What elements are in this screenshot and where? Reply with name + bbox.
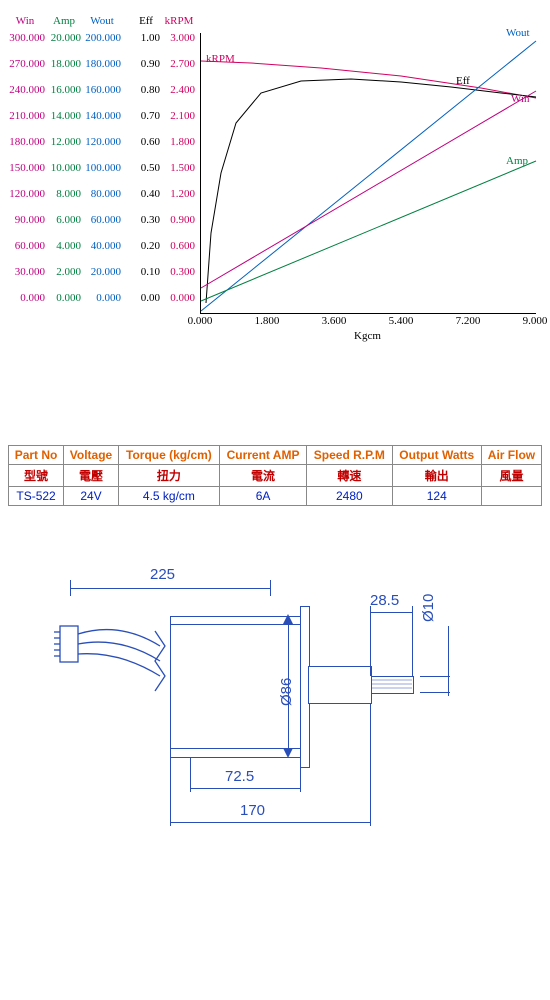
table-header: Current AMP (219, 446, 306, 465)
table-cell: 4.5 kg/cm (118, 487, 219, 506)
dim-d86: Ø86 (278, 678, 295, 706)
table-cell (481, 487, 541, 506)
table-header: Output Watts (392, 446, 481, 465)
performance-chart: Win300.000270.000240.000210.000180.00015… (5, 5, 545, 365)
dim-170: 170 (240, 802, 265, 819)
axis-win: Win300.000270.000240.000210.000180.00015… (5, 15, 45, 318)
curve-label-wout: Wout (506, 27, 530, 39)
axis-wout: Wout200.000180.000160.000140.000120.0001… (83, 15, 121, 318)
table-cell: TS-522 (9, 487, 64, 506)
axis-label-wout: Wout (83, 15, 121, 27)
axis-label-win: Win (5, 15, 45, 27)
table-header-cn: 電壓 (64, 465, 119, 487)
table-cell: 124 (392, 487, 481, 506)
table-header-cn: 轉速 (307, 465, 392, 487)
curve-label-eff: Eff (456, 75, 470, 87)
axis-eff: Eff1.000.900.800.700.600.500.400.300.200… (132, 15, 160, 318)
axis-amp: Amp20.00018.00016.00014.00012.00010.0008… (47, 15, 81, 318)
spec-table: Part NoVoltageTorque (kg/cm)Current AMPS… (8, 445, 542, 506)
table-cell: 24V (64, 487, 119, 506)
table-header: Voltage (64, 446, 119, 465)
chart-x-label: Kgcm (200, 330, 535, 342)
table-header: Torque (kg/cm) (118, 446, 219, 465)
dim-72-5: 72.5 (225, 768, 254, 785)
table-header: Part No (9, 446, 64, 465)
curve-label-krpm: kRPM (206, 53, 235, 65)
curve-label-win: Win (511, 93, 530, 105)
table-header-cn: 型號 (9, 465, 64, 487)
dim-28-5: 28.5 (370, 592, 399, 609)
axis-label-krpm: kRPM (163, 15, 195, 27)
motor-drawing: 225 28. (60, 566, 520, 846)
axis-krpm: kRPM3.0002.7002.4002.1001.8001.5001.2000… (163, 15, 195, 318)
table-header-cn: 風量 (481, 465, 541, 487)
table-header: Speed R.P.M (307, 446, 392, 465)
table-cell: 2480 (307, 487, 392, 506)
table-header-cn: 扭力 (118, 465, 219, 487)
table-header-cn: 電流 (219, 465, 306, 487)
table-cell: 6A (219, 487, 306, 506)
axis-label-amp: Amp (47, 15, 81, 27)
axis-label-eff: Eff (132, 15, 160, 27)
dim-d10: Ø10 (420, 594, 437, 622)
table-header-cn: 輸出 (392, 465, 481, 487)
curve-label-amp: Amp (506, 155, 528, 167)
chart-plot-area: kRPM Eff Wout Win Amp (200, 33, 536, 314)
table-header: Air Flow (481, 446, 541, 465)
